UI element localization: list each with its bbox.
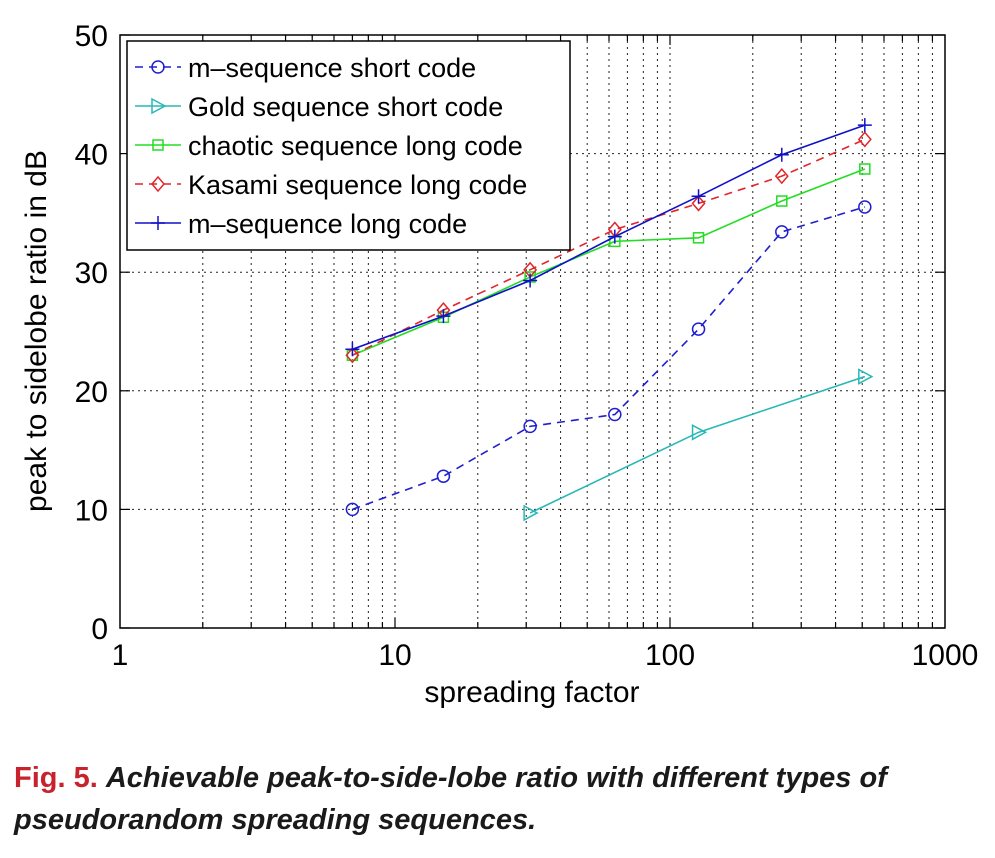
series-line bbox=[352, 206, 866, 511]
legend-marker bbox=[151, 175, 165, 193]
series-layer bbox=[345, 118, 874, 522]
y-tick-label: 50 bbox=[75, 20, 108, 53]
caption-label: Fig. 5. bbox=[14, 762, 98, 794]
chart: 1 10 100 1000 0 10 20 30 40 50 m–sequence short c… bbox=[20, 20, 979, 709]
data-point bbox=[691, 195, 706, 212]
data-point bbox=[775, 225, 789, 239]
legend-entry: chaotic sequence long code bbox=[135, 131, 523, 161]
series-line bbox=[529, 375, 866, 514]
data-point bbox=[345, 502, 360, 517]
data-point bbox=[523, 273, 538, 288]
x-tick-label: 10 bbox=[378, 639, 411, 672]
legend-box bbox=[126, 40, 571, 251]
plot-frame bbox=[119, 34, 946, 629]
legend-entry: m–sequence short code bbox=[135, 53, 476, 83]
legend-label: chaotic sequence long code bbox=[188, 131, 523, 161]
x-tick-label: 1 bbox=[112, 639, 129, 672]
series-0 bbox=[345, 200, 872, 517]
data-point bbox=[608, 407, 622, 422]
data-point bbox=[523, 504, 539, 522]
series-1 bbox=[523, 368, 874, 522]
y-tick-label: 30 bbox=[75, 257, 108, 290]
x-tick-label: 1000 bbox=[912, 639, 979, 672]
data-point bbox=[436, 469, 451, 483]
y-axis-label: peak to sidelobe ratio in dB bbox=[20, 150, 53, 512]
data-point bbox=[774, 167, 789, 185]
x-tick-label: 100 bbox=[645, 639, 695, 672]
legend-label: Kasami sequence long code bbox=[188, 170, 527, 200]
figure-caption: Fig. 5. Achievable peak-to-side-lobe rat… bbox=[14, 757, 979, 841]
data-point bbox=[691, 189, 706, 204]
data-point bbox=[858, 368, 874, 385]
legend-label: m–sequence short code bbox=[188, 53, 476, 83]
data-point bbox=[857, 118, 872, 133]
legend: m–sequence short code Gold sequence short… bbox=[126, 40, 571, 251]
legend-entry: m–sequence long code bbox=[135, 209, 467, 239]
data-point bbox=[523, 419, 537, 434]
data-point bbox=[691, 424, 708, 441]
legend-entry: Kasami sequence long code bbox=[135, 170, 527, 200]
legend-entry: Gold sequence short code bbox=[135, 92, 503, 122]
y-tick-label: 20 bbox=[75, 376, 108, 409]
data-point bbox=[774, 147, 789, 162]
legend-marker bbox=[151, 60, 165, 74]
y-tick-label: 0 bbox=[91, 613, 108, 646]
data-point bbox=[345, 347, 360, 364]
data-point bbox=[345, 342, 360, 357]
data-point bbox=[692, 232, 705, 244]
data-point bbox=[691, 322, 706, 336]
data-point bbox=[607, 229, 622, 244]
series-4 bbox=[345, 118, 872, 357]
data-point bbox=[776, 195, 788, 207]
y-tick-label: 10 bbox=[75, 494, 108, 527]
legend-marker bbox=[151, 216, 165, 230]
data-point bbox=[859, 163, 871, 175]
data-point bbox=[858, 200, 872, 214]
legend-label: Gold sequence short code bbox=[188, 92, 503, 122]
y-tick-label: 40 bbox=[75, 139, 108, 172]
data-point bbox=[436, 309, 451, 324]
axis-ticks: 1 10 100 1000 0 10 20 30 40 50 bbox=[75, 20, 979, 672]
x-axis-label: spreading factor bbox=[424, 676, 639, 709]
data-point bbox=[857, 131, 872, 148]
legend-label: m–sequence long code bbox=[188, 209, 467, 239]
legend-marker bbox=[151, 97, 167, 115]
legend-marker bbox=[152, 139, 164, 151]
caption-text: Achievable peak-to-side-lobe ratio with … bbox=[14, 762, 887, 836]
